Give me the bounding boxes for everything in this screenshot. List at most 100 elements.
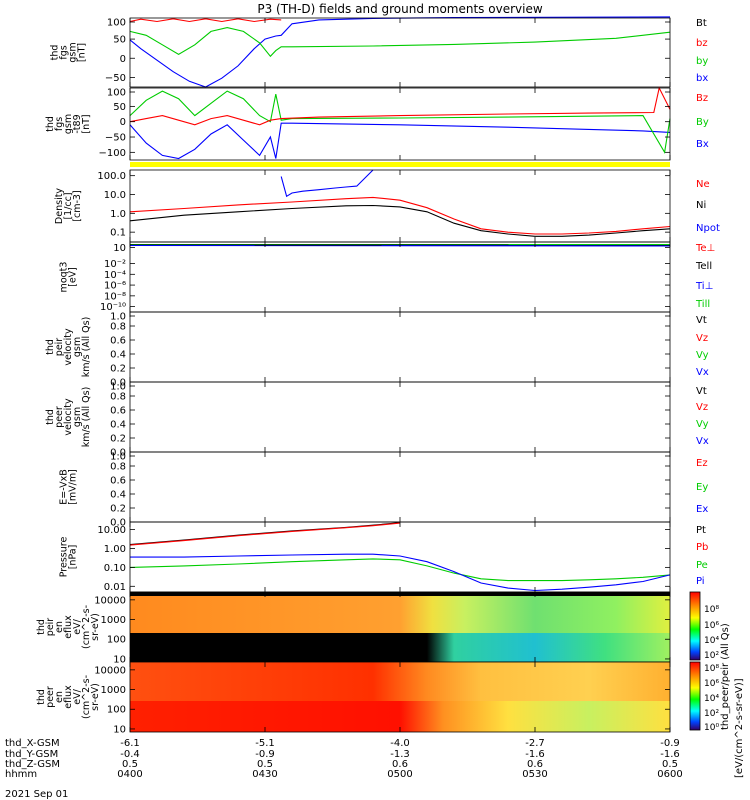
x-axis-row-label: thd_X-GSM bbox=[5, 738, 60, 749]
tick-y-gsm: -1.6 bbox=[525, 749, 545, 760]
y-tick-label: 0.6 bbox=[110, 476, 126, 487]
y-axis-label: thd bbox=[45, 339, 56, 355]
y-tick-label: 1000 bbox=[101, 685, 126, 696]
legend-entry: Vz bbox=[696, 333, 708, 344]
y-axis-label: (cm^2-s- bbox=[81, 605, 92, 649]
tick-x-gsm: -2.7 bbox=[525, 738, 545, 749]
tick-time: 0600 bbox=[657, 769, 682, 780]
y-tick-label: 1000 bbox=[101, 615, 126, 626]
legend-entry: Bz bbox=[696, 93, 708, 104]
colorbar-electron-tick: 10⁸ bbox=[704, 664, 719, 674]
y-axis-label: sr-eV) bbox=[90, 683, 101, 711]
y-tick-label: 0.8 bbox=[110, 322, 126, 333]
y-tick-label: 1.0 bbox=[110, 312, 126, 323]
y-tick-label: 0.4 bbox=[110, 350, 126, 361]
y-tick-label: 1.0 bbox=[110, 382, 126, 393]
legend-entry: bx bbox=[696, 73, 708, 84]
panel-frame bbox=[129, 241, 671, 313]
y-tick-label: −50 bbox=[105, 133, 126, 144]
y-tick-label: 100 bbox=[107, 88, 126, 99]
y-axis-label: thd bbox=[50, 45, 61, 61]
y-tick-label: 0.0 bbox=[110, 448, 126, 459]
y-tick-label: 0.8 bbox=[110, 462, 126, 473]
colorbar-ion-tick: 10⁴ bbox=[704, 636, 719, 646]
series-line bbox=[129, 18, 282, 23]
legend-entry: Ey bbox=[696, 482, 708, 493]
panel-temperature: 10 10⁻²10⁻⁴10⁻⁶10⁻⁸10⁻¹⁰ moqt3[eV] Tell Ti⊥ T… bbox=[59, 241, 713, 313]
legend-entry: by bbox=[696, 56, 708, 67]
y-tick-label: 50 bbox=[113, 102, 126, 113]
y-tick-label: 10000 bbox=[94, 665, 126, 676]
colorbar-ion: 10⁸ 10⁶ 10⁴ 10² bbox=[689, 591, 719, 661]
y-axis-label: (cm^2-s- bbox=[81, 675, 92, 719]
y-axis-label: gsm bbox=[72, 337, 83, 357]
y-axis-label: thd bbox=[45, 409, 56, 425]
x-axis-row-label: thd_Y-GSM bbox=[5, 749, 58, 760]
legend-entry: Npot bbox=[696, 223, 720, 234]
legend-entry: Vt bbox=[696, 315, 707, 326]
y-axis-label: [cm-3] bbox=[72, 190, 83, 221]
legend-entry: Ez bbox=[696, 458, 708, 469]
spectrogram-high-energy bbox=[130, 662, 670, 701]
tick-time: 0530 bbox=[522, 769, 547, 780]
legend-entry: Vx bbox=[696, 367, 709, 378]
y-tick-label: 0 bbox=[120, 54, 126, 65]
y-tick-label: 1.0 bbox=[110, 452, 126, 463]
tick-x-gsm: -4.0 bbox=[390, 738, 410, 749]
series-line bbox=[129, 204, 671, 237]
y-axis-label: peir bbox=[54, 338, 65, 357]
y-axis-label: -t89 bbox=[72, 114, 83, 133]
y-axis-label: fgs bbox=[59, 45, 70, 59]
y-tick-label: 10⁻⁴ bbox=[104, 270, 126, 281]
legend-entry: Bt bbox=[696, 18, 707, 29]
tick-z-gsm: 0.6 bbox=[392, 759, 408, 770]
tick-x-gsm: -0.9 bbox=[660, 738, 680, 749]
y-axis-label: Density bbox=[54, 188, 65, 224]
y-tick-label: 0.01 bbox=[104, 582, 126, 593]
y-axis-label: peir bbox=[45, 618, 56, 637]
date-label: 2021 Sep 01 bbox=[5, 789, 68, 800]
series-line bbox=[130, 553, 671, 592]
legend-entry: Vt bbox=[696, 386, 707, 397]
tick-z-gsm: 0.5 bbox=[662, 759, 678, 770]
y-axis-label: fgs bbox=[54, 117, 65, 131]
y-axis-label: eV/ bbox=[72, 688, 83, 704]
legend-entry: Bx bbox=[696, 139, 709, 150]
colorbar-electron-tick: 10⁰ bbox=[704, 723, 719, 733]
y-tick-label: 0.2 bbox=[110, 364, 126, 375]
y-axis-label: [nT] bbox=[81, 114, 92, 133]
y-tick-label: 0.6 bbox=[110, 336, 126, 347]
spectrogram-high-energy bbox=[130, 592, 670, 633]
y-axis-label: peer bbox=[45, 686, 56, 708]
y-axis-label: sr-eV) bbox=[90, 613, 101, 641]
series-line bbox=[129, 27, 671, 58]
y-axis-label: eflux bbox=[63, 615, 74, 639]
colorbar-ion-tick: 10⁶ bbox=[704, 621, 719, 631]
y-tick-label: 10.0 bbox=[104, 190, 126, 201]
series-line bbox=[129, 16, 671, 88]
tick-y-gsm: -0.4 bbox=[120, 749, 140, 760]
y-tick-label: 100 bbox=[107, 705, 126, 716]
series-line bbox=[129, 558, 671, 582]
panel-peer_eflux: 10000 1000 100 10 thdpeerenefluxeV/(cm^2-s-s… bbox=[36, 661, 671, 735]
legend-entry: Till bbox=[695, 299, 710, 310]
y-tick-label: 100 bbox=[107, 635, 126, 646]
legend-entry: Ex bbox=[696, 504, 708, 515]
y-axis-label: gsm bbox=[72, 407, 83, 427]
panel-frame bbox=[129, 17, 671, 88]
y-axis-label: [nPa] bbox=[68, 545, 79, 570]
y-tick-label: 10⁻⁸ bbox=[104, 291, 126, 302]
panel-peer_velocity: 1.00.8 0.6 0.4 0.2 0.0 thdpeervelocitygsmkm/s… bbox=[45, 382, 709, 459]
panel-peir_velocity: 1.00.8 0.6 0.4 0.2 0.0 thdpeirvelocitygsmkm/s… bbox=[45, 312, 709, 389]
y-axis-label: gsm bbox=[63, 114, 74, 134]
legend-entry: Tell bbox=[695, 261, 712, 272]
tick-time: 0400 bbox=[117, 769, 142, 780]
y-axis-label: peer bbox=[54, 406, 65, 428]
y-tick-label: 0 bbox=[120, 117, 126, 128]
y-tick-label: 10⁻¹⁰ bbox=[100, 302, 126, 313]
y-axis-label: km/s (All Qs) bbox=[81, 317, 92, 378]
y-axis-label: eflux bbox=[63, 685, 74, 709]
y-tick-label: 0.0 bbox=[110, 378, 126, 389]
y-tick-label: 1.0 bbox=[110, 209, 126, 220]
